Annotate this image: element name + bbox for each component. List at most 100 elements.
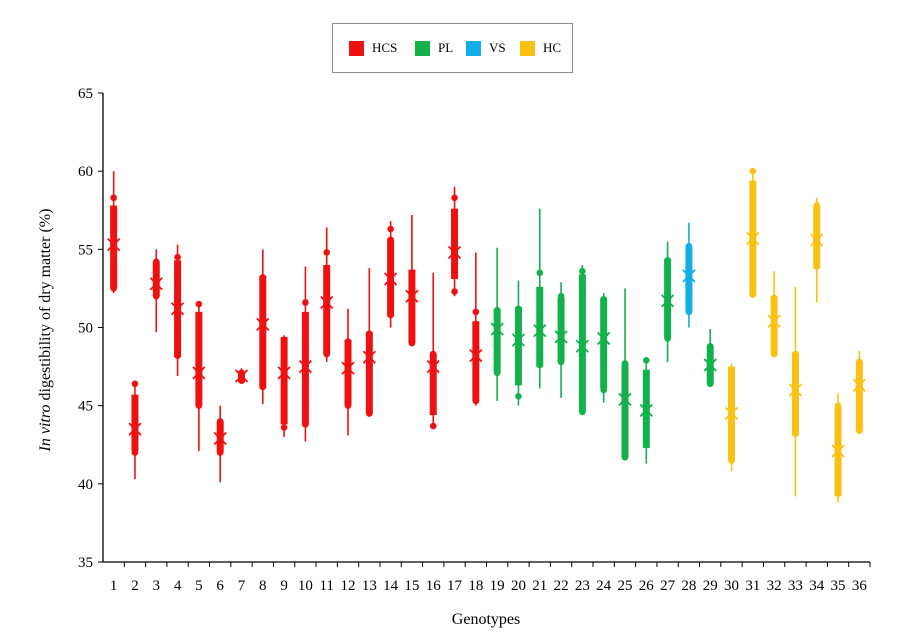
iqr-box	[685, 246, 693, 312]
data-point	[174, 352, 181, 359]
iqr-box	[578, 274, 586, 412]
data-point	[195, 402, 203, 409]
data-point	[621, 453, 629, 461]
data-point	[302, 421, 309, 428]
genotype-2-box	[128, 380, 142, 480]
legend-item-hcs: HCS	[349, 40, 397, 56]
mean-marker-stroke	[575, 339, 590, 353]
legend: HCS PL VS HC	[332, 23, 573, 73]
y-ticks: 35 40 45 50 55 60 65	[78, 86, 103, 571]
data-point	[408, 269, 416, 277]
data-point	[280, 336, 288, 344]
genotype-14-box	[383, 221, 398, 328]
data-point	[131, 430, 139, 438]
mean-marker-stroke	[192, 366, 206, 380]
data-point	[749, 205, 757, 212]
data-point	[216, 418, 224, 425]
data-point	[834, 477, 842, 485]
y-tick-label: 60	[78, 164, 93, 180]
data-point	[728, 425, 735, 433]
data-point	[429, 378, 437, 386]
data-point	[259, 383, 267, 391]
legend-item-hc: HC	[520, 40, 561, 56]
genotype-36-box	[852, 350, 866, 434]
data-point	[174, 322, 181, 330]
mean-marker-stroke	[298, 359, 313, 374]
data-point	[195, 391, 203, 399]
x-tick-label: 16	[426, 578, 442, 594]
x-tick-label: 17	[447, 578, 463, 594]
data-point	[792, 367, 799, 375]
x-tick-label: 18	[468, 578, 483, 594]
data-point	[557, 346, 565, 353]
data-point	[749, 246, 757, 253]
data-point	[259, 327, 267, 334]
x-tick-label: 24	[596, 578, 612, 594]
x-axis-label: Genotypes	[451, 611, 521, 628]
iqr-box	[280, 336, 288, 425]
data-point	[664, 335, 671, 342]
data-point	[302, 378, 309, 386]
data-point	[557, 292, 565, 300]
data-point	[344, 338, 352, 345]
iqr-box	[770, 296, 778, 355]
genotype-12-box	[341, 308, 355, 436]
data-point	[749, 167, 757, 175]
genotype-25-box	[618, 288, 632, 461]
genotype-4-box	[170, 244, 185, 376]
genotype-17-box	[447, 186, 462, 297]
data-point	[770, 332, 778, 339]
x-tick-label: 14	[383, 578, 399, 594]
data-point	[451, 194, 458, 202]
data-point	[323, 307, 331, 314]
mean-marker-stroke	[426, 359, 440, 374]
genotype-19-box	[490, 247, 504, 401]
data-point	[834, 438, 842, 445]
data-point	[706, 366, 714, 374]
data-point	[323, 281, 331, 289]
x-ticks: 1 2 3 4 5 6 7 8 9 10 11 12 13 14 15 16 17 18 19 20 21 22 23 24 2…	[110, 562, 871, 594]
data-point	[323, 350, 331, 358]
x-tick-label: 23	[575, 578, 590, 594]
data-point	[195, 300, 203, 308]
genotype-31-box	[746, 167, 760, 298]
data-point	[706, 342, 714, 350]
data-point	[770, 350, 778, 358]
x-tick-label: 3	[153, 578, 161, 594]
axes	[102, 93, 870, 563]
data-point	[834, 402, 842, 409]
box-series	[107, 167, 866, 503]
data-point	[110, 285, 117, 292]
iqr-box	[791, 352, 799, 436]
x-tick-label: 26	[639, 578, 655, 594]
data-point	[174, 253, 181, 261]
data-point	[387, 261, 394, 269]
genotype-24-box	[597, 293, 611, 403]
genotype-15-box	[405, 214, 419, 347]
iqr-box	[152, 261, 160, 297]
iqr-box	[131, 394, 139, 452]
genotype-10-box	[298, 266, 313, 442]
data-point	[515, 392, 522, 400]
mean-marker-stroke	[213, 431, 227, 446]
data-point	[302, 342, 309, 350]
genotype-8-box	[256, 249, 270, 405]
iqr-box	[216, 421, 224, 453]
mean-marker-stroke	[447, 245, 462, 260]
x-tick-label: 19	[490, 578, 505, 594]
mean-marker-stroke	[234, 369, 249, 383]
mean-marker-stroke	[490, 322, 504, 336]
iqr-box	[344, 340, 352, 406]
iqr-box	[408, 269, 416, 344]
data-point	[664, 289, 671, 297]
x-tick-label: 2	[131, 578, 139, 594]
data-point	[344, 402, 352, 409]
mean-marker-stroke	[128, 422, 142, 436]
iqr-box	[387, 238, 395, 317]
data-point	[195, 332, 203, 339]
data-point	[216, 428, 224, 436]
data-point	[834, 489, 842, 497]
data-point	[856, 372, 863, 380]
data-point	[131, 408, 139, 416]
